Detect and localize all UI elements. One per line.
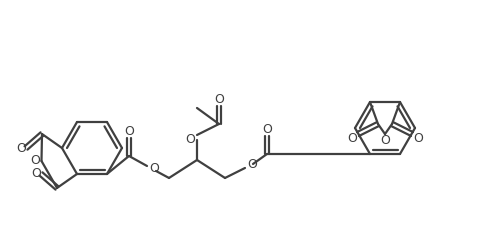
Text: O: O: [262, 123, 272, 136]
Text: O: O: [31, 167, 41, 181]
Text: O: O: [413, 131, 423, 144]
Text: O: O: [124, 126, 134, 138]
Text: O: O: [185, 134, 195, 146]
Text: O: O: [347, 131, 357, 144]
Text: O: O: [380, 134, 390, 146]
Text: O: O: [247, 159, 257, 172]
Text: O: O: [149, 162, 159, 175]
Text: O: O: [30, 154, 40, 167]
Text: O: O: [16, 142, 26, 154]
Text: O: O: [214, 93, 224, 106]
